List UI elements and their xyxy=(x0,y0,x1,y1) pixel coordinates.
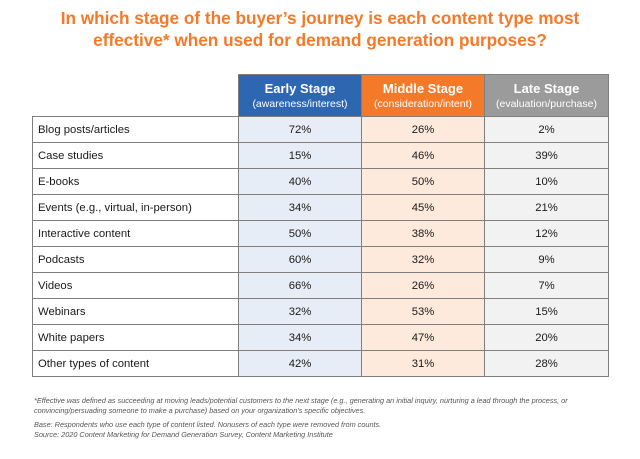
middle-stage-value: 26% xyxy=(361,116,485,143)
chart-title-line-1: In which stage of the buyer’s journey is… xyxy=(60,8,580,28)
row-label: Blog posts/articles xyxy=(32,116,239,143)
row-label: E-books xyxy=(32,168,239,195)
row-label: Webinars xyxy=(32,298,239,325)
header-middle-stage: Middle Stage (consideration/intent) xyxy=(361,74,485,117)
early-stage-value: 60% xyxy=(238,246,362,273)
middle-stage-label: Middle Stage xyxy=(382,80,464,96)
late-stage-label: Late Stage xyxy=(513,80,580,96)
header-row: Early Stage (awareness/interest) Middle … xyxy=(32,74,609,117)
middle-stage-value: 31% xyxy=(361,350,485,377)
footnote: *Effective was defined as succeeding at … xyxy=(34,396,568,415)
early-stage-value: 40% xyxy=(238,168,362,195)
chart-title: In which stage of the buyer’s journey is… xyxy=(0,7,640,51)
early-stage-value: 42% xyxy=(238,350,362,377)
chart-title-line-2: effective* when used for demand generati… xyxy=(93,30,547,50)
header-blank-cell xyxy=(32,74,239,117)
late-stage-sublabel: (evaluation/purchase) xyxy=(496,97,597,110)
middle-stage-value: 53% xyxy=(361,298,485,325)
early-stage-value: 15% xyxy=(238,142,362,169)
row-label: Events (e.g., virtual, in-person) xyxy=(32,194,239,221)
middle-stage-value: 38% xyxy=(361,220,485,247)
table-row: E-books 40% 50% 10% xyxy=(32,168,609,195)
early-stage-sublabel: (awareness/interest) xyxy=(252,97,348,110)
base-note: Base: Respondents who use each type of c… xyxy=(34,420,382,430)
table-row: Events (e.g., virtual, in-person) 34% 45% 2… xyxy=(32,194,609,221)
late-stage-value: 10% xyxy=(484,168,609,195)
late-stage-value: 20% xyxy=(484,324,609,351)
early-stage-value: 50% xyxy=(238,220,362,247)
middle-stage-value: 45% xyxy=(361,194,485,221)
row-label: Other types of content xyxy=(32,350,239,377)
notes-block: *Effective was defined as succeeding at … xyxy=(34,396,614,439)
row-label: Case studies xyxy=(32,142,239,169)
late-stage-value: 2% xyxy=(484,116,609,143)
late-stage-value: 9% xyxy=(484,246,609,273)
header-early-stage: Early Stage (awareness/interest) xyxy=(238,74,362,117)
table-row: Case studies 15% 46% 39% xyxy=(32,142,609,169)
middle-stage-value: 26% xyxy=(361,272,485,299)
row-label: White papers xyxy=(32,324,239,351)
early-stage-label: Early Stage xyxy=(264,80,336,96)
table-row: White papers 34% 47% 20% xyxy=(32,324,609,351)
early-stage-value: 66% xyxy=(238,272,362,299)
late-stage-value: 39% xyxy=(484,142,609,169)
table-row: Webinars 32% 53% 15% xyxy=(32,298,609,325)
table-body: Blog posts/articles 72% 26% 2% Case studies 1… xyxy=(32,116,609,377)
row-label: Videos xyxy=(32,272,239,299)
late-stage-value: 21% xyxy=(484,194,609,221)
early-stage-value: 34% xyxy=(238,324,362,351)
table-row: Blog posts/articles 72% 26% 2% xyxy=(32,116,609,143)
row-label: Interactive content xyxy=(32,220,239,247)
early-stage-value: 34% xyxy=(238,194,362,221)
middle-stage-value: 47% xyxy=(361,324,485,351)
middle-stage-value: 32% xyxy=(361,246,485,273)
middle-stage-value: 46% xyxy=(361,142,485,169)
table-row: Interactive content 50% 38% 12% xyxy=(32,220,609,247)
late-stage-value: 15% xyxy=(484,298,609,325)
late-stage-value: 7% xyxy=(484,272,609,299)
early-stage-value: 72% xyxy=(238,116,362,143)
content-stage-table: Early Stage (awareness/interest) Middle … xyxy=(32,74,609,377)
source-note: Source: 2020 Content Marketing for Deman… xyxy=(34,429,333,439)
middle-stage-sublabel: (consideration/intent) xyxy=(373,97,473,110)
table-row: Other types of content 42% 31% 28% xyxy=(32,350,609,377)
table-row: Podcasts 60% 32% 9% xyxy=(32,246,609,273)
middle-stage-value: 50% xyxy=(361,168,485,195)
table-row: Videos 66% 26% 7% xyxy=(32,272,609,299)
header-late-stage: Late Stage (evaluation/purchase) xyxy=(484,74,609,117)
late-stage-value: 28% xyxy=(484,350,609,377)
late-stage-value: 12% xyxy=(484,220,609,247)
row-label: Podcasts xyxy=(32,246,239,273)
early-stage-value: 32% xyxy=(238,298,362,325)
